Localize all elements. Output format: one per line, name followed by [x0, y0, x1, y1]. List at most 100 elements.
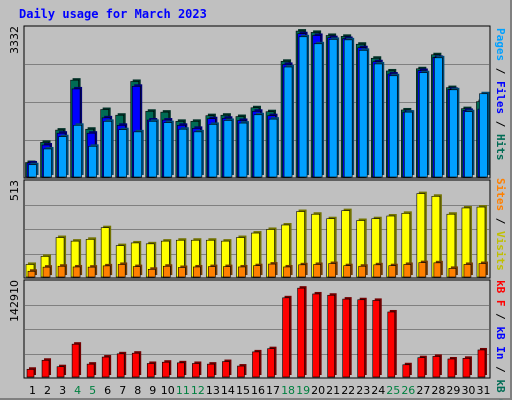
bar-sites-day-8	[132, 264, 143, 278]
bar-sites-day-15	[238, 264, 248, 278]
bar-sites-day-4	[72, 264, 83, 278]
day-label-18: 18	[281, 384, 295, 397]
day-label-19: 19	[296, 384, 310, 397]
day-label-15: 15	[236, 384, 250, 397]
bar-sites-day-5	[87, 265, 98, 278]
bar-pages-day-31	[479, 91, 490, 178]
bar-pages-day-2	[43, 146, 54, 178]
top-max-label: 3332	[8, 26, 21, 54]
bar-pages-day-24	[373, 61, 385, 178]
bar-sites-day-6	[102, 263, 113, 278]
bar-pages-day-3	[58, 134, 69, 178]
bar-pages-day-19	[298, 34, 310, 178]
day-label-28: 28	[431, 384, 445, 397]
day-label-30: 30	[461, 384, 475, 397]
bar-sites-day-21	[328, 261, 338, 278]
bar-sites-day-11	[178, 265, 188, 278]
bar-kbytes-day-30	[462, 356, 472, 378]
bar-sites-day-14	[223, 264, 233, 278]
bar-kbytes-day-6	[101, 355, 112, 378]
legend-top-part-0: Pages	[494, 28, 507, 61]
bar-sites-day-29	[448, 266, 458, 278]
bar-kbytes-day-27	[417, 355, 427, 378]
day-label-16: 16	[251, 384, 265, 397]
bar-kbytes-day-18	[282, 295, 292, 378]
bar-sites-day-1	[27, 269, 37, 278]
bar-pages-day-25	[388, 73, 400, 178]
day-label-9: 9	[149, 384, 156, 397]
bar-sites-day-2	[42, 265, 53, 278]
bar-pages-day-5	[88, 144, 99, 178]
day-label-2: 2	[44, 384, 51, 397]
bar-kbytes-day-22	[342, 297, 352, 378]
day-label-5: 5	[89, 384, 96, 397]
bar-sites-day-16	[253, 263, 263, 278]
bot-max-label: 142910	[8, 280, 21, 322]
day-label-20: 20	[311, 384, 325, 397]
legend-mid-part-0: Sites	[494, 178, 507, 211]
bar-kbytes-day-4	[71, 342, 82, 378]
bar-sites-day-17	[268, 262, 278, 278]
day-label-14: 14	[221, 384, 235, 397]
day-label-4: 4	[74, 384, 81, 397]
bar-sites-day-25	[388, 263, 398, 278]
bar-sites-day-26	[403, 262, 413, 278]
bar-pages-day-27	[419, 70, 430, 178]
bar-pages-day-16	[253, 112, 264, 178]
bar-kbytes-day-7	[116, 351, 127, 378]
legend-mid: Sites / Visits	[494, 178, 507, 271]
bar-sites-day-7	[117, 262, 128, 278]
legend-top: Pages / Files / Hits	[494, 28, 507, 161]
bar-pages-day-11	[178, 127, 189, 178]
bar-kbytes-day-5	[86, 362, 97, 378]
bar-kbytes-day-31	[477, 347, 487, 378]
day-label-23: 23	[356, 384, 370, 397]
bar-sites-day-22	[343, 263, 353, 278]
mid-max-label: 513	[8, 180, 21, 201]
day-label-26: 26	[401, 384, 415, 397]
legend-bot: kB F / kB In / kB Out	[494, 280, 507, 400]
bar-pages-day-26	[404, 110, 415, 178]
bar-kbytes-day-8	[131, 351, 142, 378]
bar-sites-day-12	[193, 264, 203, 278]
day-label-12: 12	[191, 384, 205, 397]
bar-kbytes-day-10	[161, 360, 172, 378]
bar-sites-day-20	[313, 262, 323, 278]
bar-pages-day-4	[73, 123, 84, 178]
bar-pages-day-17	[268, 117, 280, 178]
bar-kbytes-day-29	[447, 356, 457, 378]
bar-sites-day-28	[433, 260, 443, 278]
bar-pages-day-6	[103, 119, 114, 178]
bar-kbytes-day-1	[26, 367, 36, 378]
bar-pages-day-14	[223, 118, 234, 178]
bar-kbytes-day-16	[252, 349, 262, 378]
day-label-3: 3	[59, 384, 66, 397]
legend-bot-part-3: /	[494, 360, 507, 380]
bar-pages-day-1	[28, 162, 39, 178]
bar-kbytes-day-2	[41, 358, 52, 378]
day-label-27: 27	[416, 384, 430, 397]
bar-kbytes-day-12	[192, 361, 202, 378]
day-label-8: 8	[134, 384, 141, 397]
bar-kbytes-day-14	[222, 359, 232, 378]
legend-bot-part-4: kB Out	[494, 379, 507, 400]
day-label-13: 13	[206, 384, 220, 397]
day-label-21: 21	[326, 384, 340, 397]
bar-sites-day-3	[57, 264, 68, 278]
bar-pages-day-10	[163, 120, 174, 178]
day-label-17: 17	[266, 384, 280, 397]
bar-pages-day-23	[358, 48, 370, 178]
bar-pages-day-20	[313, 41, 325, 178]
bar-pages-day-22	[343, 37, 355, 178]
bar-sites-day-18	[283, 264, 293, 278]
bar-sites-day-10	[162, 264, 173, 278]
bar-kbytes-day-19	[297, 286, 307, 378]
bar-sites-day-31	[478, 261, 488, 278]
bar-kbytes-day-25	[387, 309, 397, 378]
legend-top-part-3: /	[494, 114, 507, 134]
day-label-25: 25	[386, 384, 400, 397]
bar-kbytes-day-21	[327, 293, 337, 378]
legend-top-part-1: /	[494, 61, 507, 81]
day-label-6: 6	[104, 384, 111, 397]
